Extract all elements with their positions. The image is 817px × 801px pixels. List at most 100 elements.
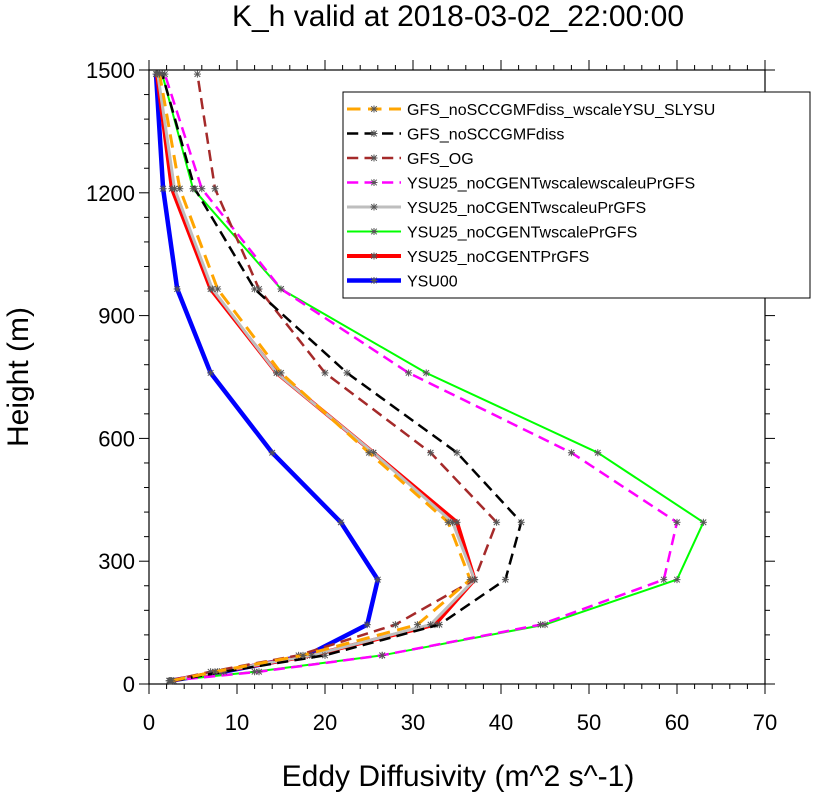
marker-stroke — [255, 668, 263, 675]
point-marker — [214, 285, 222, 293]
point-marker — [493, 518, 501, 526]
marker-stroke — [568, 449, 575, 456]
marker-stroke — [370, 130, 378, 137]
legend-item: YSU25_noCGENTwscaleuPrGFS — [347, 200, 646, 217]
marker-stroke — [427, 621, 434, 628]
y-axis-title: Height (m) — [2, 307, 35, 447]
marker-stroke — [537, 621, 544, 628]
point-marker — [370, 228, 378, 235]
point-marker — [370, 252, 378, 260]
point-marker — [193, 70, 201, 78]
point-marker — [277, 285, 285, 293]
point-marker — [198, 185, 206, 193]
marker-stroke — [370, 203, 378, 211]
point-marker — [427, 449, 435, 457]
point-marker — [173, 285, 181, 293]
point-marker — [211, 185, 219, 193]
point-marker — [321, 651, 329, 659]
marker-stroke — [370, 105, 378, 113]
marker-stroke — [277, 285, 285, 293]
point-marker — [168, 677, 176, 685]
marker-stroke — [156, 70, 163, 78]
x-tick-label: 50 — [577, 710, 601, 735]
legend-item: GFS_OG — [347, 151, 474, 168]
legend-item: GFS_noSCCGMFdiss_wscaleYSU_SLYSU — [347, 102, 715, 119]
point-marker — [370, 277, 378, 284]
point-marker — [337, 518, 345, 526]
point-marker — [444, 518, 452, 526]
marker-stroke — [343, 369, 351, 377]
point-marker — [299, 651, 307, 659]
marker-stroke — [673, 576, 681, 583]
point-marker — [255, 668, 263, 676]
legend-box — [342, 91, 811, 299]
x-tick-label: 60 — [665, 710, 689, 735]
marker-stroke — [174, 285, 181, 293]
point-marker — [422, 369, 430, 377]
point-marker — [268, 449, 276, 457]
legend-label: GFS_noSCCGMFdiss_wscaleYSU_SLYSU — [407, 102, 715, 119]
point-marker — [466, 576, 474, 584]
marker-stroke — [207, 369, 214, 377]
y-tick-label: 0 — [123, 672, 135, 697]
point-marker — [537, 621, 545, 629]
y-tick-label: 900 — [98, 304, 135, 329]
x-tick-label: 0 — [143, 710, 155, 735]
point-marker — [191, 185, 199, 193]
marker-stroke — [518, 519, 525, 526]
x-tick-label: 10 — [225, 710, 249, 735]
legend: GFS_noSCCGMFdiss_wscaleYSU_SLYSU GFS_noSC… — [342, 91, 811, 299]
marker-stroke — [209, 285, 216, 293]
point-marker — [370, 179, 378, 186]
marker-stroke — [594, 449, 601, 456]
marker-stroke — [493, 519, 500, 526]
marker-stroke — [321, 369, 329, 377]
marker-stroke — [191, 185, 198, 192]
legend-label: YSU25_noCGENTwscalewscaleuPrGFS — [407, 176, 695, 193]
marker-stroke — [370, 277, 378, 284]
point-marker — [251, 285, 259, 293]
point-marker — [370, 105, 378, 113]
point-marker — [567, 449, 575, 457]
marker-stroke — [374, 576, 381, 583]
point-marker — [413, 621, 421, 629]
point-marker — [211, 668, 219, 676]
point-marker — [343, 369, 351, 377]
marker-stroke — [269, 449, 276, 456]
marker-stroke — [445, 519, 452, 526]
marker-stroke — [660, 576, 667, 583]
marker-stroke — [171, 185, 178, 192]
x-axis-title: Eddy Diffusivity (m^2 s^-1) — [282, 760, 635, 793]
marker-stroke — [379, 652, 386, 659]
point-marker — [370, 130, 378, 137]
x-tick-label: 30 — [401, 710, 425, 735]
legend-label: YSU25_noCGENTwscaleuPrGFS — [407, 200, 646, 217]
point-marker — [370, 203, 378, 211]
marker-stroke — [277, 369, 285, 377]
chart-title: K_h valid at 2018-03-02_22:00:00 — [232, 0, 684, 33]
marker-stroke — [198, 185, 205, 192]
marker-stroke — [405, 369, 412, 377]
point-marker — [176, 185, 184, 193]
point-marker — [277, 369, 285, 377]
marker-stroke — [308, 652, 315, 659]
point-marker — [363, 621, 371, 629]
y-tick-label: 1200 — [86, 181, 135, 206]
point-marker — [321, 369, 329, 377]
x-tick-label: 20 — [313, 710, 337, 735]
point-marker — [370, 154, 378, 162]
series-0 — [156, 70, 474, 685]
marker-stroke — [427, 449, 434, 456]
y-tick-label: 600 — [98, 426, 135, 451]
legend-label: YSU00 — [407, 274, 458, 291]
marker-stroke — [168, 677, 176, 684]
marker-stroke — [176, 185, 183, 192]
point-marker — [156, 70, 164, 78]
marker-stroke — [251, 285, 258, 293]
legend-item: YSU25_noCGENTPrGFS — [347, 249, 589, 266]
marker-stroke — [211, 668, 219, 675]
x-tick-label: 70 — [753, 710, 777, 735]
legend-item: YSU25_noCGENTwscalePrGFS — [347, 225, 637, 242]
